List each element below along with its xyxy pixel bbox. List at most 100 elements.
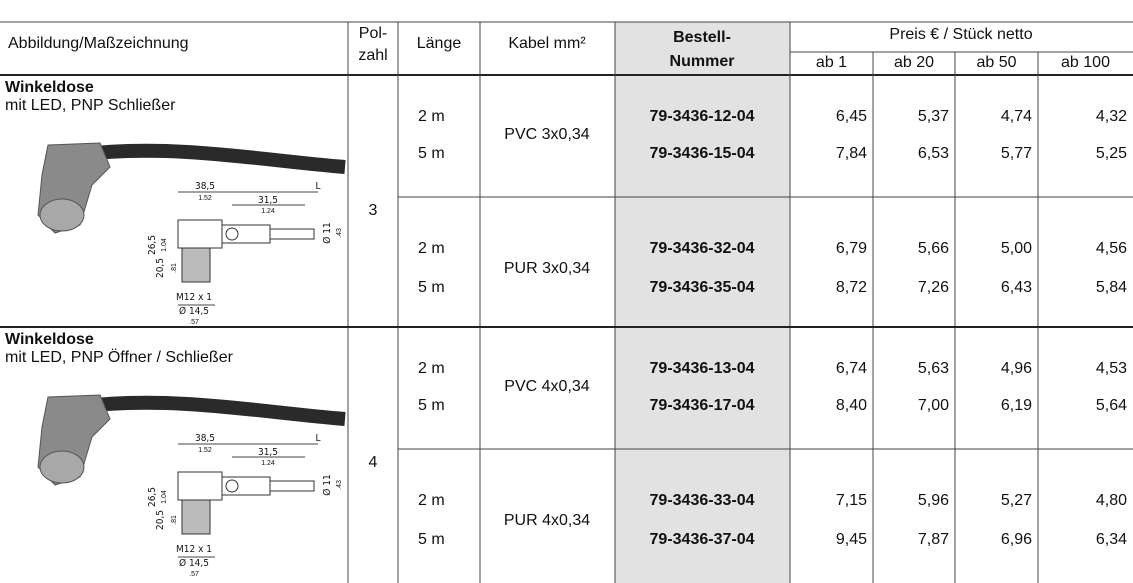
- price: 5,63: [918, 360, 949, 377]
- dimension-label: 31,5: [258, 195, 278, 206]
- length: 5 m: [418, 531, 445, 548]
- price: 4,80: [1096, 492, 1127, 509]
- price: 6,43: [1001, 279, 1032, 296]
- dimension-label: Ø 14,5: [179, 557, 209, 569]
- price: 5,27: [1001, 492, 1032, 509]
- dimension-label: 1.52: [198, 195, 212, 202]
- price: 6,19: [1001, 397, 1032, 414]
- dimension-label: Ø 11: [321, 222, 333, 243]
- price: 4,56: [1096, 240, 1127, 257]
- product-title: Winkeldose: [5, 79, 94, 96]
- dimension-label: L: [315, 433, 320, 444]
- dimension-label: 20,5: [155, 258, 166, 278]
- dimension-label: 20,5: [155, 510, 166, 530]
- header-quantity: ab 1: [816, 54, 847, 71]
- drawing-led: [225, 227, 239, 241]
- product-nut: [39, 450, 85, 484]
- price: 7,15: [836, 492, 867, 509]
- dimension-label: M12 x 1: [176, 292, 212, 303]
- cable-type: PUR 3x0,34: [504, 260, 590, 277]
- price: 7,87: [918, 531, 949, 548]
- dimension-label: .43: [336, 228, 343, 238]
- price: 5,66: [918, 240, 949, 257]
- length: 5 m: [418, 145, 445, 162]
- header-image: Abbildung/Maßzeichnung: [8, 35, 189, 52]
- dimension-label: 38,5: [195, 433, 215, 444]
- dimension-label: .57: [189, 319, 199, 326]
- price: 7,26: [918, 279, 949, 296]
- price: 4,32: [1096, 108, 1127, 125]
- drawing-nut: [181, 499, 211, 535]
- order-number: 79-3436-32-04: [650, 240, 755, 257]
- dimension-label: 1.52: [198, 447, 212, 454]
- drawing-nut: [181, 247, 211, 283]
- price: 5,64: [1096, 397, 1127, 414]
- product-title: Winkeldose: [5, 331, 94, 348]
- dimension-label: M12 x 1: [176, 544, 212, 555]
- price: 5,96: [918, 492, 949, 509]
- dimension-label: 1.24: [261, 208, 275, 215]
- dimension-label: Ø 14,5: [179, 305, 209, 317]
- dimension-label: 1.04: [161, 490, 168, 504]
- length: 2 m: [418, 240, 445, 257]
- price: 6,79: [836, 240, 867, 257]
- product-cable: [94, 395, 346, 426]
- length: 2 m: [418, 492, 445, 509]
- header-order: Bestell-: [673, 29, 731, 46]
- price: 5,00: [1001, 240, 1032, 257]
- price: 9,45: [836, 531, 867, 548]
- product-subtitle: mit LED, PNP Schließer: [5, 97, 176, 114]
- dimension-label: 38,5: [195, 181, 215, 192]
- drawing-body: [177, 471, 223, 501]
- cable-type: PVC 4x0,34: [504, 378, 589, 395]
- product-subtitle: mit LED, PNP Öffner / Schließer: [5, 348, 234, 366]
- price: 4,96: [1001, 360, 1032, 377]
- length: 2 m: [418, 108, 445, 125]
- header-cable: Kabel mm²: [508, 35, 586, 52]
- order-column-bg: [615, 22, 790, 583]
- product-nut: [39, 198, 85, 232]
- drawing-cable: [269, 480, 315, 492]
- poles: 3: [369, 202, 378, 219]
- price: 5,77: [1001, 145, 1032, 162]
- header-length: Länge: [417, 35, 462, 52]
- drawing-sleeve: [221, 224, 271, 244]
- price: 4,53: [1096, 360, 1127, 377]
- price: 7,00: [918, 397, 949, 414]
- dimension-label: Ø 11: [321, 474, 333, 495]
- dimension-label: .57: [189, 571, 199, 578]
- length: 2 m: [418, 360, 445, 377]
- price: 6,34: [1096, 531, 1127, 548]
- header-quantity: ab 100: [1061, 54, 1110, 71]
- header-order: Nummer: [670, 53, 735, 70]
- header-poles: zahl: [358, 47, 387, 64]
- price: 8,40: [836, 397, 867, 414]
- order-number: 79-3436-17-04: [650, 397, 755, 414]
- length: 5 m: [418, 279, 445, 296]
- dimension-label: .81: [171, 515, 178, 525]
- price: 6,45: [836, 108, 867, 125]
- order-number: 79-3436-37-04: [650, 531, 755, 548]
- drawing-led: [225, 479, 239, 493]
- order-number: 79-3436-33-04: [650, 492, 755, 509]
- dimension-label: 26,5: [147, 487, 158, 507]
- header-price: Preis € / Stück netto: [889, 26, 1032, 43]
- price: 7,84: [836, 145, 867, 162]
- cable-type: PVC 3x0,34: [504, 126, 589, 143]
- dimension-label: 31,5: [258, 447, 278, 458]
- price: 4,74: [1001, 108, 1032, 125]
- price: 5,37: [918, 108, 949, 125]
- poles: 4: [369, 454, 378, 471]
- header-quantity: ab 20: [894, 54, 934, 71]
- price: 6,96: [1001, 531, 1032, 548]
- price: 5,84: [1096, 279, 1127, 296]
- dimension-label: 1.04: [161, 238, 168, 252]
- order-number: 79-3436-15-04: [650, 145, 755, 162]
- order-number: 79-3436-12-04: [650, 108, 755, 125]
- dimension-label: 1.24: [261, 460, 275, 467]
- drawing-cable: [269, 228, 315, 240]
- price: 8,72: [836, 279, 867, 296]
